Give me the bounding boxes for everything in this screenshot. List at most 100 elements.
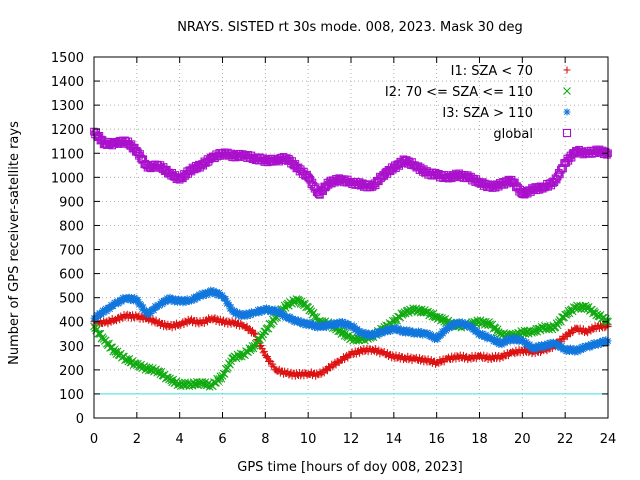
- series-3-sample: [271, 305, 279, 313]
- series-4: [90, 127, 612, 199]
- y-axis-label: Number of GPS receiver-satellite rays: [7, 121, 22, 365]
- series-3-sample: [163, 294, 171, 302]
- series-1-sample: [216, 315, 224, 323]
- x-tick-label: 4: [176, 432, 184, 447]
- series-1-sample: [334, 357, 342, 365]
- series-3-sample: [373, 330, 381, 338]
- series-3-sample: [292, 317, 300, 325]
- series-3-sample: [134, 296, 142, 304]
- series-3-sample: [174, 298, 182, 306]
- data-marks: [90, 127, 612, 391]
- series-3-sample: [490, 335, 498, 343]
- series-1-sample: [302, 369, 310, 377]
- series-1-sample: [317, 370, 325, 378]
- series-3-sample: [442, 327, 450, 335]
- series-3-sample: [464, 320, 472, 328]
- series-3-sample: [580, 344, 588, 352]
- axis-ticks: 0 2 4 6 8 10 12 14 16 18 20 22 240100200300400500600…: [51, 51, 616, 447]
- series-2-sample: [264, 324, 273, 333]
- series-1-sample: [259, 349, 267, 357]
- x-axis-label: GPS time [hours of doy 008, 2023]: [237, 460, 462, 475]
- series-3-sample: [291, 315, 299, 323]
- series-3-sample: [485, 333, 493, 341]
- series-3-sample: [509, 334, 517, 342]
- series-3-sample: [354, 329, 362, 337]
- series-2-sample: [556, 317, 565, 326]
- x-tick-label: 10: [300, 432, 317, 447]
- series-3-sample: [243, 312, 251, 320]
- series-3-sample: [227, 303, 235, 311]
- series-3-sample: [488, 335, 496, 343]
- series-2-sample: [142, 363, 151, 372]
- series-3-sample: [181, 296, 189, 304]
- series-3-sample: [159, 300, 167, 308]
- series-3-sample: [334, 321, 342, 329]
- y-tick-label: 1400: [51, 75, 84, 90]
- series-3-sample: [345, 320, 353, 328]
- series-3-sample: [222, 295, 230, 303]
- series-3-sample: [384, 326, 392, 334]
- series-3-sample: [140, 306, 148, 314]
- x-tick-label: 0: [90, 432, 98, 447]
- series-4-sample: [547, 181, 556, 190]
- series-3-sample: [199, 292, 207, 300]
- series-3-sample: [329, 321, 337, 329]
- series-3-sample: [441, 325, 449, 333]
- series-2-sample: [558, 313, 566, 322]
- series-3-sample: [387, 328, 395, 336]
- y-tick-label: 300: [59, 340, 84, 355]
- series-2-sample: [96, 329, 105, 338]
- legend-label-1: I1: SZA < 70: [451, 64, 533, 79]
- legend-label-4: global: [493, 127, 533, 142]
- series-4-sample: [461, 172, 470, 181]
- series-3-sample: [504, 336, 512, 344]
- series-1-sample: [245, 325, 253, 333]
- series-3-sample: [537, 343, 545, 351]
- x-tick-label: 20: [514, 432, 531, 447]
- series-3-sample: [391, 323, 399, 331]
- y-tick-label: 400: [59, 316, 84, 331]
- series-3-sample: [274, 306, 282, 314]
- series-3-sample: [281, 311, 289, 319]
- series-3-sample: [451, 322, 459, 330]
- series-2-sample: [214, 377, 223, 385]
- series-1-sample: [270, 363, 278, 371]
- series-3-sample: [278, 312, 286, 320]
- series-3-sample: [470, 324, 478, 332]
- series-3-sample: [603, 339, 611, 347]
- series-3-sample: [102, 305, 110, 313]
- series-1-sample: [200, 319, 208, 327]
- x-tick-label: 22: [557, 432, 574, 447]
- x-tick-label: 18: [471, 432, 488, 447]
- y-tick-label: 800: [59, 219, 84, 234]
- series-3-sample: [147, 310, 155, 318]
- series-2-sample: [403, 306, 412, 315]
- x-tick-label: 12: [343, 432, 360, 447]
- series-3-sample: [150, 306, 158, 314]
- series-1-sample: [252, 330, 260, 338]
- series-3-sample: [215, 289, 223, 297]
- legend-marker-4: [562, 128, 572, 138]
- series-3-sample: [233, 308, 241, 316]
- legend-marker-1: [563, 66, 571, 74]
- series-3-sample: [350, 322, 358, 330]
- y-tick-label: 500: [59, 292, 84, 307]
- series-3-sample: [206, 290, 214, 298]
- series-3-sample: [139, 303, 147, 311]
- series-3-sample: [342, 319, 350, 327]
- series-3-sample: [153, 303, 161, 311]
- series-3-sample: [224, 299, 232, 307]
- series-4-sample: [603, 150, 611, 159]
- series-3-sample: [467, 321, 475, 329]
- series-3-sample: [266, 305, 274, 313]
- series-3-sample: [405, 329, 413, 337]
- series-2-sample: [268, 315, 277, 324]
- series-3-sample: [409, 327, 417, 335]
- y-tick-label: 1000: [51, 171, 84, 186]
- series-3-sample: [269, 306, 277, 314]
- series-3-sample: [602, 336, 610, 344]
- series-3-sample: [511, 334, 519, 342]
- series-3-sample: [522, 341, 530, 349]
- series-3-sample: [189, 295, 197, 303]
- x-tick-label: 24: [600, 432, 617, 447]
